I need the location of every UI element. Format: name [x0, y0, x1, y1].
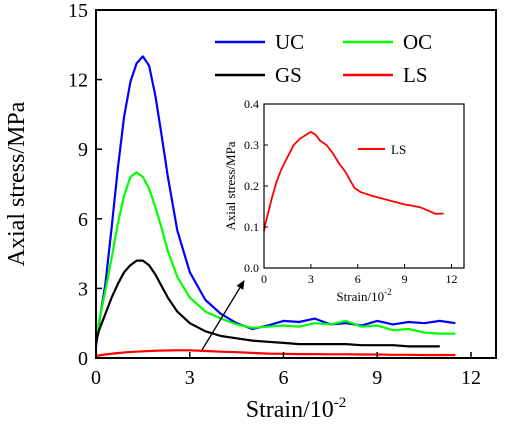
main-series-gs-line: [94, 259, 440, 348]
inset-y-tick-label: 0.0: [244, 261, 259, 275]
inset-plot: 0 3 6 9 12 0.00.10.20.30.4 Axial stress/MPa …: [223, 97, 465, 304]
inset-y-tick-label: 0.2: [244, 179, 259, 193]
main-y-axis: 0 3 6 9 12 15: [68, 0, 102, 370]
inset-legend-label-ls: LS: [391, 142, 406, 157]
main-series-uc-line: [94, 55, 456, 347]
main-x-tick-label: 9: [372, 367, 382, 389]
main-x-axis-title: Strain/10-2: [246, 395, 347, 423]
main-x-tick-label: 3: [185, 367, 195, 389]
inset-series-group: [263, 130, 444, 232]
inset-y-axis: 0.0 0.1 0.2 0.3 0.4: [244, 97, 268, 275]
main-x-tick-label: 6: [279, 367, 289, 389]
main-x-axis: 0 3 6 9 12: [91, 352, 481, 389]
inset-x-tick-label: 0: [261, 272, 267, 286]
main-legend-label-oc: OC: [403, 30, 432, 54]
main-legend-label-ls: LS: [403, 63, 428, 87]
main-series-group: [94, 55, 456, 357]
main-y-tick-label: 9: [78, 139, 88, 161]
inset-x-axis: 0 3 6 9 12: [261, 264, 458, 286]
inset-legend: LS: [358, 142, 406, 157]
main-plot-frame: [95, 9, 497, 359]
main-y-tick-label: 6: [78, 209, 88, 231]
main-y-tick-label: 3: [78, 278, 88, 300]
main-y-axis-title: Axial stress/MPa: [4, 101, 30, 266]
pointer-arrow: [201, 280, 245, 351]
inset-background: [264, 104, 464, 268]
main-y-tick-label: 15: [68, 0, 88, 22]
main-legend-label-gs: GS: [275, 63, 302, 87]
inset-y-tick-label: 0.3: [244, 138, 259, 152]
inset-x-tick-label: 3: [308, 272, 314, 286]
inset-x-axis-title-base: Strain/10: [336, 289, 384, 304]
inset-y-tick-label: 0.1: [244, 220, 259, 234]
main-x-axis-title-base: Strain/10: [246, 397, 334, 423]
main-y-tick-label: 0: [78, 348, 88, 370]
inset-x-tick-label: 12: [446, 272, 458, 286]
inset-x-tick-label: 9: [402, 272, 408, 286]
inset-y-tick-label: 0.4: [244, 97, 259, 111]
main-legend: UC OC GS LS: [215, 30, 432, 87]
main-series-ls-line: [95, 349, 456, 357]
main-series-oc-line: [94, 171, 456, 340]
main-x-tick-label: 0: [91, 367, 101, 389]
inset-x-axis-title: Strain/10-2: [336, 287, 391, 304]
main-plot: 0 3 6 9 12 0 3 6 9 12 15 Axial stress/MPa Strain/…: [4, 0, 497, 423]
inset-y-axis-title: Axial stress/MPa: [223, 141, 238, 230]
main-x-axis-title-exponent: -2: [334, 395, 347, 411]
main-x-tick-label: 12: [461, 367, 481, 389]
inset-x-axis-title-exponent: -2: [384, 287, 392, 297]
inset-series-ls-line: [263, 130, 444, 232]
main-y-tick-label: 12: [68, 70, 88, 92]
main-legend-label-uc: UC: [275, 30, 304, 54]
inset-x-tick-label: 6: [355, 272, 361, 286]
